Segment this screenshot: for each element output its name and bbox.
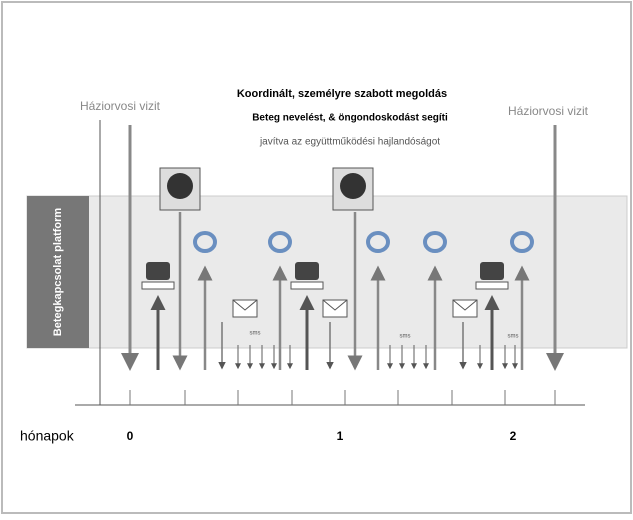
subtitle: Beteg nevelést, & öngondoskodást segíti xyxy=(252,113,448,124)
sms-label: sms xyxy=(400,334,411,340)
sms-label: sms xyxy=(250,331,261,337)
phone-icon xyxy=(480,262,504,280)
phone-label xyxy=(142,282,174,289)
portrait-face xyxy=(340,173,366,199)
title: Koordinált, személyre szabott megoldás xyxy=(237,88,447,100)
sms-label: sms xyxy=(508,334,519,340)
phone-icon xyxy=(295,262,319,280)
tick-label: 0 xyxy=(127,429,134,443)
phone-label xyxy=(291,282,323,289)
platform-label: Betegkapcsolat platform xyxy=(52,208,64,337)
phone-icon xyxy=(146,262,170,280)
axis-label: hónapok xyxy=(20,428,75,444)
tick-label: 2 xyxy=(510,429,517,443)
diagram: Betegkapcsolat platform Háziorvosi vizit… xyxy=(0,0,633,515)
visit-right: Háziorvosi vizit xyxy=(508,104,589,118)
subtitle: javítva az együttműködési hajlandóságot xyxy=(259,137,440,148)
phone-label xyxy=(476,282,508,289)
platform-band xyxy=(27,196,627,348)
visit-left: Háziorvosi vizit xyxy=(80,99,161,113)
portrait-face xyxy=(167,173,193,199)
tick-label: 1 xyxy=(337,429,344,443)
